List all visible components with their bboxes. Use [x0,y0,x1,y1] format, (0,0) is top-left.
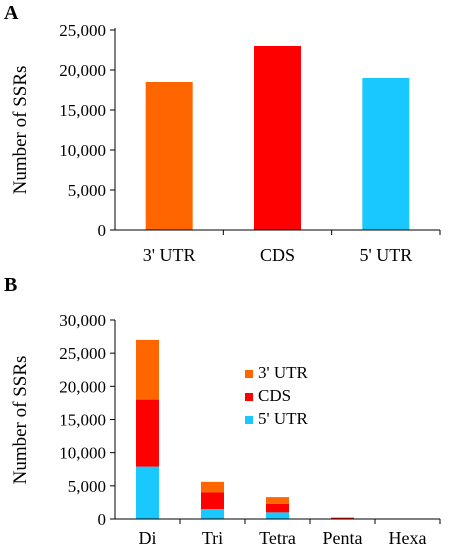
panel-a-y-ticks: 0 5,000 10,000 15,000 20,000 25,000 [59,21,115,240]
panel-a-x-category-label: 5' UTR [359,245,412,265]
panel-b-x-category-label: Penta [323,528,363,548]
panel-b-y-tick-label: 30,000 [59,311,106,330]
panel-a-y-axis-title: Number of SSRs [10,66,31,195]
panel-a-bar [145,82,193,230]
legend-label: 3' UTR [258,363,308,382]
panel-b-bar-segment [201,492,224,510]
panel-b-bars [136,339,419,520]
panel-b-y-tick-label: 0 [98,510,107,529]
panel-a-x-category-label: 3' UTR [143,245,196,265]
panel-a-bar [254,46,301,230]
panel-a-bars [145,46,410,230]
panel-b-bar-segment [331,517,354,519]
panel-b-y-tick-label: 5,000 [68,477,106,496]
panel-b-x-category-label: Tetra [259,528,296,548]
panel-b-bar-segment [266,503,289,513]
panel-b-x-categories: Di Tri Tetra Penta Hexa [139,519,441,548]
panel-b-y-tick-label: 15,000 [59,411,106,430]
legend-label: CDS [258,386,291,405]
panel-b-x-category-label: Tri [202,528,223,548]
panel-b-bar-segment [136,339,159,400]
panel-a-label: A [4,2,19,24]
panel-b-bar-segment [266,497,289,504]
panel-a: A Number of SSRs 0 5,000 10,000 15,000 20,00… [4,2,441,265]
panel-b-label: B [4,274,17,296]
panel-a-y-tick-label: 25,000 [59,21,106,40]
panel-a-y-tick-label: 15,000 [59,101,106,120]
legend-swatch [245,393,253,401]
panel-b-bar-segment [201,509,224,519]
panel-a-y-tick-label: 10,000 [59,141,106,160]
legend-label: 5' UTR [258,409,308,428]
panel-b-y-tick-label: 20,000 [59,377,106,396]
panel-b-bar-segment [201,481,224,493]
panel-b-bar-segment [266,512,289,519]
panel-b-bar-segment [136,399,159,467]
panel-a-bar [362,78,410,230]
panel-b: B Number of SSRs 0 5,000 10,000 15,000 20,00… [4,274,441,548]
panel-a-y-tick-label: 0 [98,221,107,240]
panel-a-y-tick-label: 20,000 [59,61,106,80]
panel-b-y-ticks: 0 5,000 10,000 15,000 20,000 25,000 30,000 [59,311,115,529]
panel-b-y-tick-label: 10,000 [59,444,106,463]
panel-b-bar-segment [331,518,354,519]
panel-a-x-categories: 3' UTR CDS 5' UTR [143,230,441,265]
panel-b-y-tick-label: 25,000 [59,344,106,363]
legend-swatch [245,416,253,424]
panel-b-x-category-label: Di [139,528,157,548]
panel-b-bar-segment [136,466,159,519]
legend-swatch [245,370,253,378]
panel-a-x-category-label: CDS [260,245,295,265]
panel-a-y-tick-label: 5,000 [68,181,106,200]
panel-b-x-category-label: Hexa [389,528,427,548]
panel-b-legend: 3' UTR CDS 5' UTR [245,363,308,428]
panel-b-y-axis-title: Number of SSRs [10,356,31,485]
